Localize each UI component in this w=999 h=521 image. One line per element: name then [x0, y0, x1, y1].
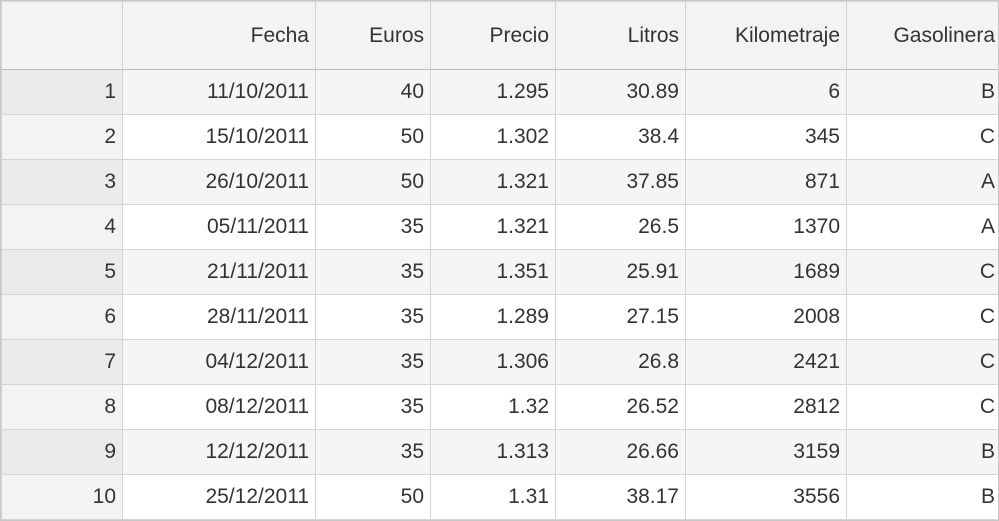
cell-gasolinera[interactable]: A [846, 159, 998, 205]
cell-fecha[interactable]: 15/10/2011 [122, 114, 316, 160]
cell-gasolinera[interactable]: C [846, 339, 998, 385]
cell-gasolinera[interactable]: C [846, 294, 998, 340]
cell-fecha[interactable]: 08/12/2011 [122, 384, 316, 430]
cell-gasolinera[interactable]: C [846, 114, 998, 160]
table-row: 3 26/10/2011 50 1.321 37.85 871 A [1, 159, 998, 205]
cell-precio[interactable]: 1.313 [430, 429, 556, 475]
table-row: 5 21/11/2011 35 1.351 25.91 1689 C [1, 249, 998, 295]
cell-fecha[interactable]: 11/10/2011 [122, 69, 316, 115]
cell-fecha[interactable]: 26/10/2011 [122, 159, 316, 205]
cell-gasolinera[interactable]: C [846, 384, 998, 430]
cell-fecha[interactable]: 25/12/2011 [122, 474, 316, 520]
cell-litros[interactable]: 38.17 [555, 474, 686, 520]
row-number[interactable]: 7 [1, 339, 123, 385]
cell-kilometraje[interactable]: 3159 [685, 429, 847, 475]
cell-euros[interactable]: 35 [315, 384, 431, 430]
cell-precio[interactable]: 1.306 [430, 339, 556, 385]
cell-fecha[interactable]: 21/11/2011 [122, 249, 316, 295]
row-number[interactable]: 6 [1, 294, 123, 340]
cell-gasolinera[interactable]: B [846, 474, 998, 520]
cell-gasolinera[interactable]: B [846, 69, 998, 115]
row-number[interactable]: 5 [1, 249, 123, 295]
row-number[interactable]: 9 [1, 429, 123, 475]
cell-kilometraje[interactable]: 2008 [685, 294, 847, 340]
cell-euros[interactable]: 35 [315, 249, 431, 295]
cell-precio[interactable]: 1.351 [430, 249, 556, 295]
row-number[interactable]: 4 [1, 204, 123, 250]
cell-precio[interactable]: 1.321 [430, 204, 556, 250]
cell-kilometraje[interactable]: 2421 [685, 339, 847, 385]
cell-gasolinera[interactable]: A [846, 204, 998, 250]
cell-fecha[interactable]: 05/11/2011 [122, 204, 316, 250]
cell-litros[interactable]: 26.52 [555, 384, 686, 430]
cell-fecha[interactable]: 12/12/2011 [122, 429, 316, 475]
cell-euros[interactable]: 50 [315, 159, 431, 205]
table-row: 10 25/12/2011 50 1.31 38.17 3556 B [1, 474, 998, 520]
column-header-precio[interactable]: Precio [430, 1, 556, 70]
row-number[interactable]: 3 [1, 159, 123, 205]
table-row: 7 04/12/2011 35 1.306 26.8 2421 C [1, 339, 998, 385]
cell-euros[interactable]: 35 [315, 429, 431, 475]
cell-litros[interactable]: 37.85 [555, 159, 686, 205]
row-number[interactable]: 2 [1, 114, 123, 160]
cell-fecha[interactable]: 04/12/2011 [122, 339, 316, 385]
cell-kilometraje[interactable]: 1689 [685, 249, 847, 295]
table-row: 2 15/10/2011 50 1.302 38.4 345 C [1, 114, 998, 160]
column-header-gasolinera[interactable]: Gasolinera [846, 1, 998, 70]
cell-euros[interactable]: 35 [315, 294, 431, 340]
cell-euros[interactable]: 50 [315, 474, 431, 520]
row-number[interactable]: 1 [1, 69, 123, 115]
cell-precio[interactable]: 1.289 [430, 294, 556, 340]
table-row: 6 28/11/2011 35 1.289 27.15 2008 C [1, 294, 998, 340]
cell-euros[interactable]: 35 [315, 339, 431, 385]
row-number[interactable]: 8 [1, 384, 123, 430]
corner-cell[interactable] [1, 1, 123, 70]
cell-kilometraje[interactable]: 1370 [685, 204, 847, 250]
cell-gasolinera[interactable]: B [846, 429, 998, 475]
cell-litros[interactable]: 26.5 [555, 204, 686, 250]
table-row: 8 08/12/2011 35 1.32 26.52 2812 C [1, 384, 998, 430]
cell-precio[interactable]: 1.32 [430, 384, 556, 430]
cell-litros[interactable]: 30.89 [555, 69, 686, 115]
cell-precio[interactable]: 1.302 [430, 114, 556, 160]
cell-fecha[interactable]: 28/11/2011 [122, 294, 316, 340]
cell-euros[interactable]: 50 [315, 114, 431, 160]
cell-gasolinera[interactable]: C [846, 249, 998, 295]
cell-kilometraje[interactable]: 2812 [685, 384, 847, 430]
cell-euros[interactable]: 40 [315, 69, 431, 115]
cell-kilometraje[interactable]: 345 [685, 114, 847, 160]
header-row: Fecha Euros Precio Litros Kilometraje Ga… [1, 1, 998, 70]
cell-kilometraje[interactable]: 3556 [685, 474, 847, 520]
cell-precio[interactable]: 1.295 [430, 69, 556, 115]
cell-euros[interactable]: 35 [315, 204, 431, 250]
cell-litros[interactable]: 26.8 [555, 339, 686, 385]
table-row: 1 11/10/2011 40 1.295 30.89 6 B [1, 69, 998, 115]
column-header-euros[interactable]: Euros [315, 1, 431, 70]
cell-kilometraje[interactable]: 871 [685, 159, 847, 205]
row-number[interactable]: 10 [1, 474, 123, 520]
column-header-kilometraje[interactable]: Kilometraje [685, 1, 847, 70]
table-row: 4 05/11/2011 35 1.321 26.5 1370 A [1, 204, 998, 250]
column-header-litros[interactable]: Litros [555, 1, 686, 70]
cell-kilometraje[interactable]: 6 [685, 69, 847, 115]
cell-litros[interactable]: 26.66 [555, 429, 686, 475]
table-row: 9 12/12/2011 35 1.313 26.66 3159 B [1, 429, 998, 475]
cell-precio[interactable]: 1.321 [430, 159, 556, 205]
cell-litros[interactable]: 27.15 [555, 294, 686, 340]
cell-litros[interactable]: 38.4 [555, 114, 686, 160]
cell-precio[interactable]: 1.31 [430, 474, 556, 520]
column-header-fecha[interactable]: Fecha [122, 1, 316, 70]
cell-litros[interactable]: 25.91 [555, 249, 686, 295]
